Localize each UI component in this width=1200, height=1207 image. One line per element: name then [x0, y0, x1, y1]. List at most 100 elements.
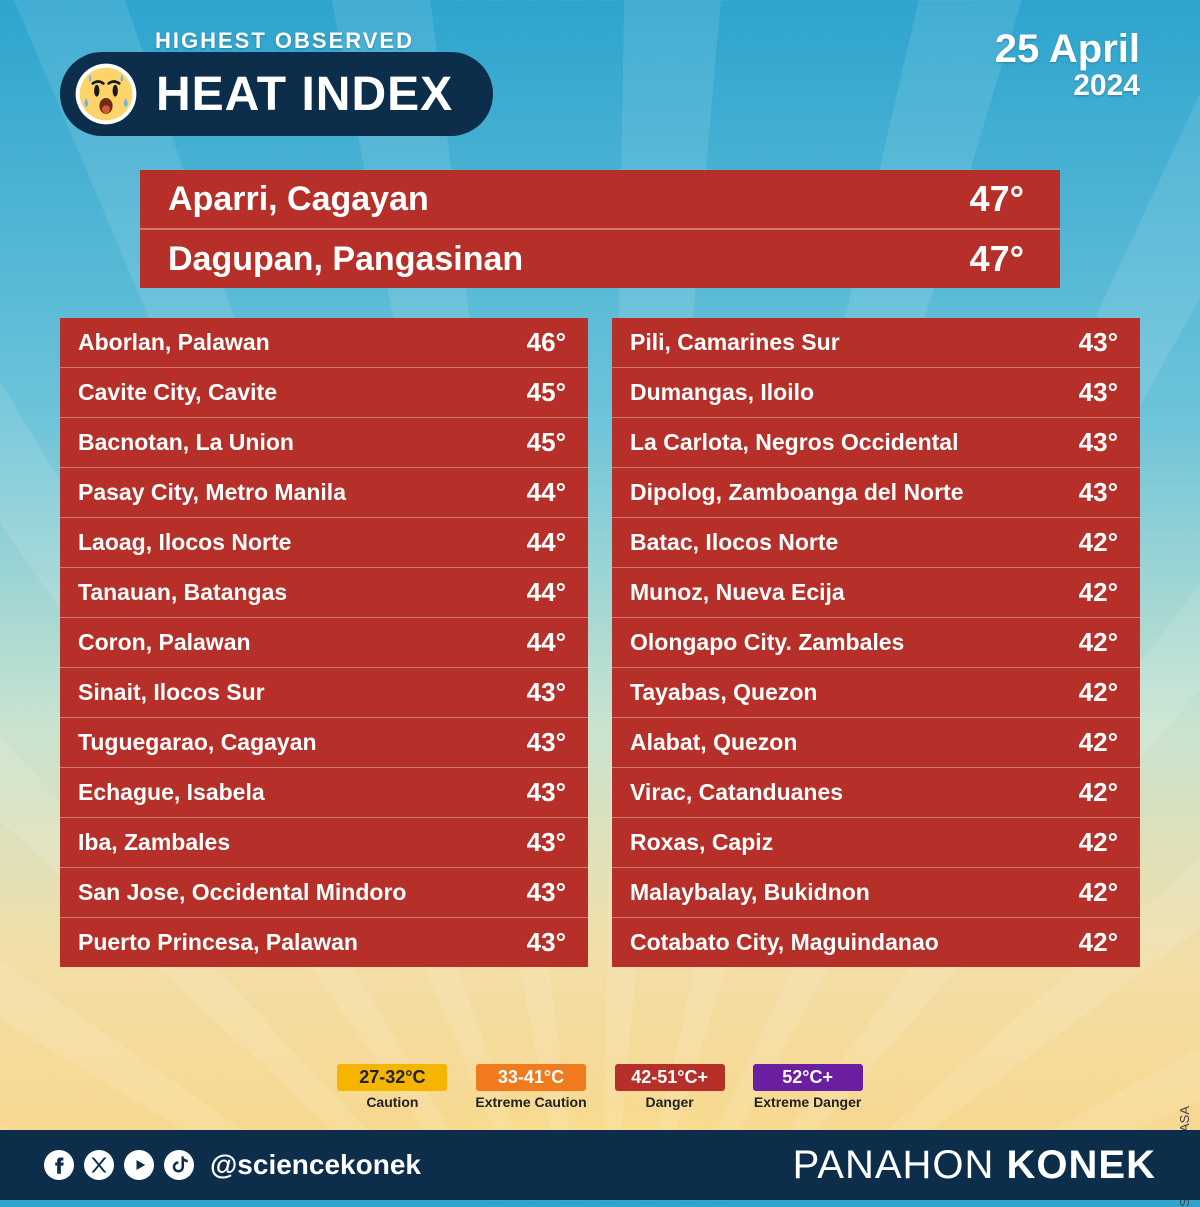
- highlight-row: Dagupan, Pangasinan 47°: [140, 228, 1060, 288]
- legend-label: Caution: [337, 1094, 447, 1110]
- header-left: HIGHEST OBSERVED HEAT IND: [60, 28, 493, 136]
- table-row: La Carlota, Negros Occidental43°: [612, 417, 1140, 467]
- legend-label: Extreme Caution: [475, 1094, 586, 1110]
- right-column: Pili, Camarines Sur 43° Dumangas, Iloilo 43…: [612, 318, 1140, 967]
- place-label: Munoz, Nueva Ecija: [630, 579, 845, 606]
- place-label: Olongapo City. Zambales: [630, 629, 904, 656]
- place-label: Malaybalay, Bukidnon: [630, 879, 870, 906]
- place-label: Cotabato City, Maguindanao: [630, 929, 939, 956]
- place-label: Alabat, Quezon: [630, 729, 797, 756]
- value-label: 43°: [527, 927, 566, 958]
- table-row: Olongapo City. Zambales 42°: [612, 617, 1140, 667]
- legend-item: 27-32°C Caution: [337, 1064, 447, 1110]
- table-row: Roxas, Capiz 42°: [612, 817, 1140, 867]
- value-label: 44°: [527, 577, 566, 608]
- table-row: Dipolog, Zamboanga del Norte 43°: [612, 467, 1140, 517]
- value-label: 42°: [1079, 577, 1118, 608]
- value-label: 43°: [527, 877, 566, 908]
- date: 25 April 2024: [995, 28, 1140, 102]
- highlight-table: Aparri, Cagayan 47° Dagupan, Pangasinan 47°: [140, 170, 1060, 288]
- place-label: Cavite City, Cavite: [78, 379, 277, 406]
- value-label: 42°: [1079, 627, 1118, 658]
- table-row: Batac, Ilocos Norte 42°: [612, 517, 1140, 567]
- date-line1: 25 April: [995, 28, 1140, 70]
- legend-label: Extreme Danger: [753, 1094, 863, 1110]
- legend-chip: 52°C+: [753, 1064, 863, 1091]
- place-label: Tuguegarao, Cagayan: [78, 729, 317, 756]
- place-label: Dagupan, Pangasinan: [168, 240, 523, 279]
- table-row: Alabat, Quezon 42°: [612, 717, 1140, 767]
- value-label: 42°: [1079, 877, 1118, 908]
- brand-light: PANAHON: [793, 1143, 1007, 1187]
- legend-item: 42-51°C+ Danger: [615, 1064, 725, 1110]
- value-label: 43°: [527, 827, 566, 858]
- table-row: Puerto Princesa, Palawan 43°: [60, 917, 588, 967]
- footer-bar: @sciencekonek PANAHON KONEK: [0, 1130, 1200, 1200]
- value-label: 42°: [1079, 927, 1118, 958]
- table-row: Cavite City, Cavite 45°: [60, 367, 588, 417]
- value-label: 46°: [527, 327, 566, 358]
- legend-chip: 33-41°C: [476, 1064, 586, 1091]
- place-label: Tanauan, Batangas: [78, 579, 287, 606]
- tiktok-icon: [164, 1150, 194, 1180]
- legend-item: 52°C+ Extreme Danger: [753, 1064, 863, 1110]
- value-label: 44°: [527, 527, 566, 558]
- social-handle: @sciencekonek: [210, 1149, 421, 1181]
- value-label: 47°: [970, 178, 1024, 220]
- table-row: Bacnotan, La Union 45°: [60, 417, 588, 467]
- title: HEAT INDEX: [156, 67, 453, 122]
- value-label: 44°: [527, 477, 566, 508]
- table-row: Cotabato City, Maguindanao 42°: [612, 917, 1140, 967]
- value-label: 42°: [1079, 727, 1118, 758]
- table-row: Malaybalay, Bukidnon 42°: [612, 867, 1140, 917]
- place-label: Pili, Camarines Sur: [630, 329, 840, 356]
- place-label: Coron, Palawan: [78, 629, 251, 656]
- place-label: Roxas, Capiz: [630, 829, 773, 856]
- youtube-icon: [124, 1150, 154, 1180]
- table-row: Pasay City, Metro Manila 44°: [60, 467, 588, 517]
- table-row: Echague, Isabela43°: [60, 767, 588, 817]
- value-label: 44°: [527, 627, 566, 658]
- place-label: Sinait, Ilocos Sur: [78, 679, 265, 706]
- place-label: San Jose, Occidental Mindoro: [78, 879, 406, 906]
- legend-chip: 42-51°C+: [615, 1064, 725, 1091]
- place-label: La Carlota, Negros Occidental: [630, 429, 958, 456]
- value-label: 43°: [1079, 477, 1118, 508]
- table-row: Coron, Palawan 44°: [60, 617, 588, 667]
- legend-label: Danger: [615, 1094, 725, 1110]
- place-label: Puerto Princesa, Palawan: [78, 929, 358, 956]
- place-label: Batac, Ilocos Norte: [630, 529, 838, 556]
- value-label: 42°: [1079, 527, 1118, 558]
- value-label: 43°: [527, 677, 566, 708]
- value-label: 47°: [970, 238, 1024, 280]
- facebook-icon: [44, 1150, 74, 1180]
- table-row: Iba, Zambales 43°: [60, 817, 588, 867]
- value-label: 42°: [1079, 677, 1118, 708]
- place-label: Laoag, Ilocos Norte: [78, 529, 291, 556]
- highlight-row: Aparri, Cagayan 47°: [140, 170, 1060, 228]
- place-label: Dumangas, Iloilo: [630, 379, 814, 406]
- place-label: Bacnotan, La Union: [78, 429, 294, 456]
- brand: PANAHON KONEK: [793, 1143, 1156, 1188]
- place-label: Dipolog, Zamboanga del Norte: [630, 479, 964, 506]
- legend: 27-32°C Caution 33-41°C Extreme Caution 42-5…: [0, 1064, 1200, 1110]
- value-label: 42°: [1079, 827, 1118, 858]
- sweat-face-icon: [70, 58, 142, 130]
- legend-chip: 27-32°C: [337, 1064, 447, 1091]
- columns-wrap: Aborlan, Palawan 46° Cavite City, Cavite 45…: [60, 318, 1140, 967]
- title-pill: HEAT INDEX: [60, 52, 493, 136]
- place-label: Pasay City, Metro Manila: [78, 479, 346, 506]
- value-label: 42°: [1079, 777, 1118, 808]
- table-row: Tayabas, Quezon 42°: [612, 667, 1140, 717]
- value-label: 43°: [1079, 377, 1118, 408]
- place-label: Aparri, Cagayan: [168, 180, 429, 219]
- header: HIGHEST OBSERVED HEAT IND: [60, 28, 1140, 136]
- place-label: Aborlan, Palawan: [78, 329, 270, 356]
- table-row: Dumangas, Iloilo 43°: [612, 367, 1140, 417]
- table-row: Tuguegarao, Cagayan43°: [60, 717, 588, 767]
- table-row: Virac, Catanduanes42°: [612, 767, 1140, 817]
- value-label: 45°: [527, 427, 566, 458]
- place-label: Iba, Zambales: [78, 829, 230, 856]
- value-label: 45°: [527, 377, 566, 408]
- place-label: Tayabas, Quezon: [630, 679, 817, 706]
